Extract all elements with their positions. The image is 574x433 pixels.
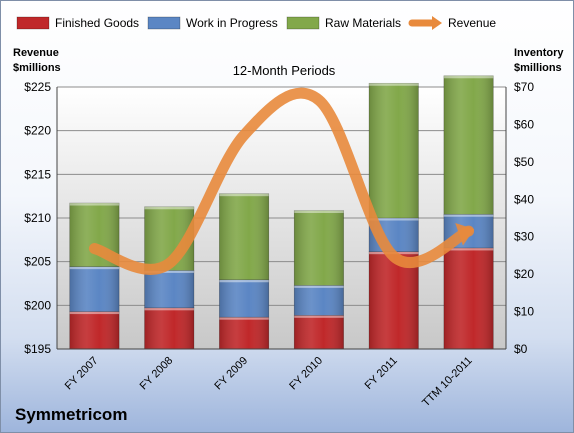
y-left-tick-label: $205 xyxy=(24,255,51,269)
y-right-tick-label: $0 xyxy=(514,342,528,356)
y-left-title-unit: $millions xyxy=(13,62,61,74)
y-right-tick-label: $70 xyxy=(514,80,534,94)
bar-top-highlight xyxy=(69,311,120,315)
y-right-tick-label: $30 xyxy=(514,230,534,244)
bar-top-highlight xyxy=(443,247,494,251)
bar-top-highlight xyxy=(144,270,194,273)
bar-top-highlight xyxy=(294,285,344,288)
bar-top-highlight xyxy=(144,206,194,210)
y-left-tick-label: $225 xyxy=(24,80,51,94)
y-right-tick-label: $40 xyxy=(514,192,534,206)
bar-top-highlight xyxy=(219,317,269,320)
legend-swatch xyxy=(286,16,320,30)
y-right-title-unit: $millions xyxy=(514,62,562,74)
bar-shade xyxy=(219,279,269,318)
y-left-tick-label: $220 xyxy=(24,124,51,138)
bar-shade xyxy=(219,193,269,280)
x-tick-label: FY 2007 xyxy=(63,355,101,393)
revenue-line xyxy=(88,87,475,275)
x-tick-label: FY 2009 xyxy=(212,355,250,393)
bar-top-highlight xyxy=(219,279,269,283)
legend-label: Revenue xyxy=(448,16,496,30)
bar-top-highlight xyxy=(443,214,494,217)
bar-top-highlight xyxy=(294,315,344,318)
y-right-title: Inventory xyxy=(514,47,564,59)
bar-shade xyxy=(294,285,344,316)
x-tick-label: FY 2011 xyxy=(363,355,400,392)
bar-shade xyxy=(369,83,419,218)
bar-shade xyxy=(219,317,269,349)
bar-top-highlight xyxy=(144,307,194,311)
bar-shade xyxy=(294,315,344,349)
legend-swatch xyxy=(147,16,181,30)
legend-label: Finished Goods xyxy=(55,16,139,30)
bar-shade xyxy=(69,266,120,312)
bar-shade xyxy=(144,307,194,349)
x-tick-label: FY 2008 xyxy=(138,355,176,393)
y-right-tick-label: $20 xyxy=(514,267,534,281)
bar-shade xyxy=(69,311,120,349)
y-right-tick-label: $60 xyxy=(514,117,534,131)
bar-top-highlight xyxy=(369,218,419,221)
bar-top-highlight xyxy=(219,193,269,197)
y-right-tick-label: $50 xyxy=(514,155,534,169)
bar-shade xyxy=(144,270,194,308)
legend-label: Work in Progress xyxy=(186,16,278,30)
chart-subtitle: 12-Month Periods xyxy=(233,63,336,78)
x-tick-label: FY 2010 xyxy=(287,355,325,393)
bar-top-highlight xyxy=(294,210,344,214)
x-tick-label: TTM 10-2011 xyxy=(420,355,475,410)
bar-shade xyxy=(294,210,344,286)
bar-top-highlight xyxy=(369,83,419,86)
company-name: Symmetricom xyxy=(15,405,128,424)
y-left-tick-label: $195 xyxy=(24,342,51,356)
bar-shade xyxy=(443,247,494,349)
revenue-arrowhead xyxy=(455,222,475,246)
bar-top-highlight xyxy=(69,266,120,270)
bar-top-highlight xyxy=(69,203,120,206)
bar-shade xyxy=(443,75,494,215)
y-left-tick-label: $210 xyxy=(24,211,51,225)
y-left-title: Revenue xyxy=(13,47,59,59)
y-right-tick-label: $10 xyxy=(514,305,534,319)
legend-label: Raw Materials xyxy=(325,16,401,30)
legend-arrow xyxy=(432,16,442,30)
y-left-tick-label: $200 xyxy=(24,298,51,312)
legend-swatch xyxy=(16,16,50,30)
bar-top-highlight xyxy=(443,75,494,79)
y-left-tick-label: $215 xyxy=(24,167,51,181)
